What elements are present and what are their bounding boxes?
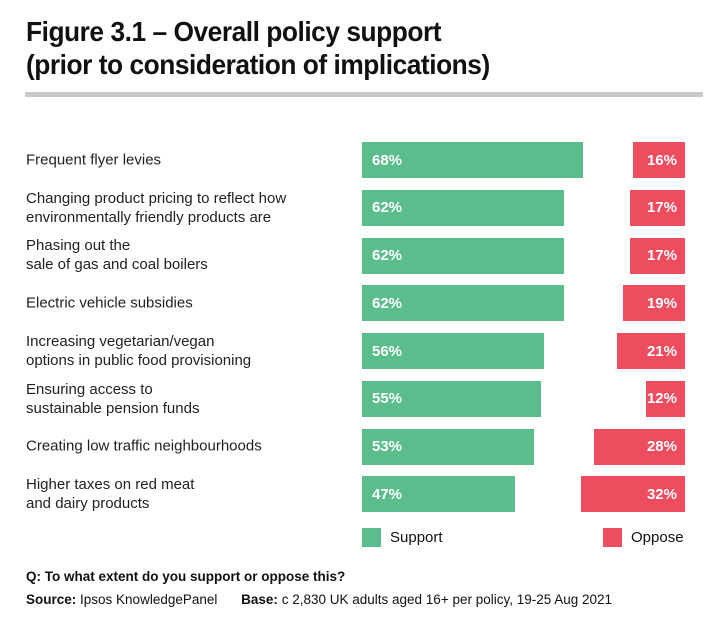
- oppose-value-label: 19%: [646, 294, 677, 312]
- oppose-bar: 21%: [616, 333, 685, 369]
- oppose-value-label: 17%: [646, 199, 677, 217]
- oppose-bar: 17%: [629, 237, 685, 274]
- chart-row: Creating low traffic neighbourhoods 53% …: [0, 423, 713, 471]
- chart-row: Increasing vegetarian/vegan options in pu…: [0, 327, 713, 375]
- oppose-bar: 19%: [623, 285, 685, 322]
- support-value-label: 55%: [372, 390, 403, 408]
- support-bar: 56%: [362, 333, 544, 369]
- chart-legend: Support Oppose: [0, 528, 713, 548]
- chart-rows: Frequent flyer levies 68% 16% Changing p…: [0, 136, 713, 518]
- support-bar: 47%: [362, 476, 515, 513]
- oppose-bar: 12%: [646, 380, 685, 417]
- oppose-bar: 28%: [594, 428, 685, 465]
- oppose-value-label: 32%: [646, 485, 677, 503]
- source-label: Source:: [26, 592, 77, 607]
- footer-question: Q: To what extent do you support or oppo…: [26, 569, 346, 584]
- support-bar: 55%: [362, 380, 541, 417]
- oppose-value-label: 12%: [646, 390, 677, 408]
- oppose-value-label: 16%: [646, 151, 677, 169]
- support-bar: 53%: [362, 428, 535, 465]
- support-value-label: 56%: [372, 342, 403, 360]
- oppose-value-label: 17%: [646, 247, 677, 264]
- base-label: Base:: [241, 592, 278, 607]
- support-value-label: 53%: [372, 438, 403, 455]
- oppose-bar: 16%: [633, 142, 685, 178]
- oppose-value-label: 28%: [646, 438, 677, 455]
- support-bar: 62%: [362, 285, 564, 322]
- oppose-value-label: 21%: [646, 342, 677, 360]
- figure-title-line1: Figure 3.1 – Overall policy support: [26, 16, 442, 47]
- oppose-bar: 17%: [629, 189, 685, 226]
- footer-source-line: Source: Ipsos KnowledgePanel Base: c 2,8…: [26, 592, 612, 607]
- chart-row: Changing product pricing to reflect how e…: [0, 184, 713, 232]
- legend-label-oppose: Oppose: [631, 529, 684, 546]
- chart-row: Phasing out the sale of gas and coal boil…: [0, 232, 713, 280]
- figure-title-line2: (prior to consideration of implications): [26, 49, 490, 80]
- legend-label-support: Support: [390, 529, 443, 546]
- row-label: Increasing vegetarian/vegan options in pu…: [26, 332, 252, 369]
- support-bar: 62%: [362, 189, 564, 226]
- support-value-label: 62%: [372, 199, 403, 217]
- row-label: Changing product pricing to reflect how e…: [26, 189, 287, 226]
- row-label: Frequent flyer levies: [26, 151, 162, 169]
- support-bar: 68%: [362, 142, 583, 178]
- source-value: Ipsos KnowledgePanel: [80, 592, 218, 607]
- oppose-bar: 32%: [581, 476, 685, 513]
- row-label: Ensuring access to sustainable pension fu…: [26, 380, 200, 417]
- figure-title: Figure 3.1 – Overall policy support (pri…: [26, 15, 490, 81]
- support-swatch-icon: [362, 528, 381, 547]
- chart-row: Electric vehicle subsidies 62% 19%: [0, 279, 713, 327]
- chart-row: Ensuring access to sustainable pension fu…: [0, 375, 713, 423]
- chart-row: Higher taxes on red meat and dairy produc…: [0, 470, 713, 518]
- support-value-label: 62%: [372, 247, 403, 264]
- row-label: Phasing out the sale of gas and coal boil…: [26, 237, 208, 274]
- support-value-label: 62%: [372, 294, 403, 312]
- row-label: Higher taxes on red meat and dairy produc…: [26, 476, 195, 513]
- support-bar: 62%: [362, 237, 564, 274]
- support-value-label: 68%: [372, 151, 403, 169]
- base-value: c 2,830 UK adults aged 16+ per policy, 1…: [281, 592, 613, 607]
- support-value-label: 47%: [372, 485, 403, 503]
- title-divider: [25, 92, 703, 97]
- row-label: Creating low traffic neighbourhoods: [26, 437, 262, 455]
- row-label: Electric vehicle subsidies: [26, 294, 193, 312]
- oppose-swatch-icon: [603, 528, 622, 547]
- chart-row: Frequent flyer levies 68% 16%: [0, 136, 713, 184]
